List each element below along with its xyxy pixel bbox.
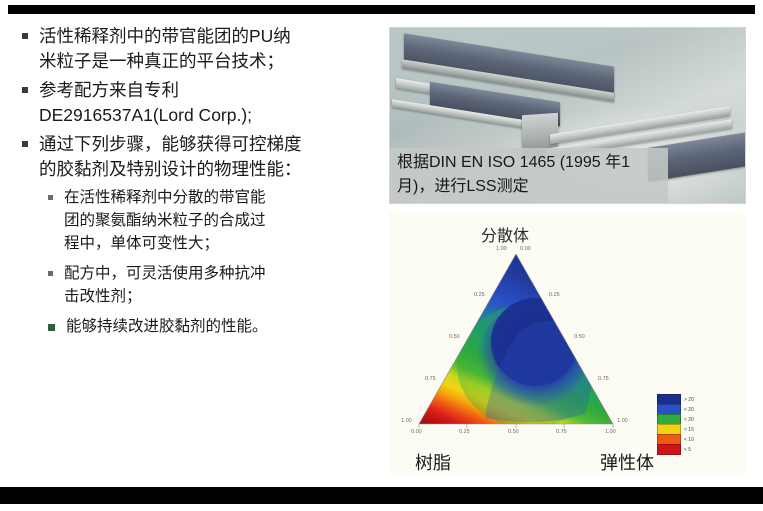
tick-right-3: 1.00 xyxy=(617,418,628,424)
legend-label: < 10 xyxy=(684,436,694,443)
bullet-text: 在活性稀释剂中分散的带官能 团的聚氨酯纳米粒子的合成过 程中，单体可变性大； xyxy=(64,189,266,252)
photo-caption: 根据DIN EN ISO 1465 (1995 年1月)，进行LSS测定 xyxy=(390,148,668,203)
legend-item: < 15 xyxy=(657,424,694,435)
legend-label: < 5 xyxy=(684,446,692,453)
list-item: 在活性稀释剂中分散的带官能 团的聚氨酯纳米粒子的合成过 程中，单体可变性大； xyxy=(48,186,374,255)
ternary-plot: 0.00 0.25 0.50 0.75 1.00 1.00 0.75 0.50 … xyxy=(389,246,649,442)
bullet-list: 活性稀释剂中的带官能团的PU纳 米粒子是一种真正的平台技术； 参考配方来自专利 … xyxy=(14,24,374,424)
legend-item: < 10 xyxy=(657,434,694,445)
tick-apex-left: 1.00 xyxy=(496,246,507,252)
legend-label: < 15 xyxy=(684,426,694,433)
bullet-text: 配方中，可灵活使用多种抗冲 击改性剂； xyxy=(64,265,266,305)
bullet-text: 参考配方来自专利 DE2916537A1(Lord Corp.); xyxy=(39,80,253,125)
legend-item: < 20 xyxy=(657,414,694,425)
legend-label: > 20 xyxy=(684,396,694,403)
list-item: 配方中，可灵活使用多种抗冲 击改性剂； xyxy=(48,262,374,308)
ternary-axis-ticks xyxy=(418,424,614,428)
tick-left-2: 0.50 xyxy=(449,334,460,340)
bottom-black-band xyxy=(0,487,763,504)
axis-label-elastomer: 弹性体 xyxy=(600,453,654,473)
legend-label: < 20 xyxy=(684,416,694,423)
tick-left-1: 0.75 xyxy=(425,376,436,382)
tick-bottom-2: 0.50 xyxy=(508,429,519,435)
ternary-contour-fill xyxy=(419,254,613,424)
legend-item: > 20 xyxy=(657,394,694,405)
tick-right-0: 0.25 xyxy=(549,292,560,298)
bullet-square-icon xyxy=(48,271,53,276)
tick-left-3: 0.25 xyxy=(474,292,485,298)
lap-shear-specimen-photo: 根据DIN EN ISO 1465 (1995 年1月)，进行LSS测定 xyxy=(389,27,746,204)
bullet-square-icon xyxy=(22,141,28,147)
tick-apex-right: 0.00 xyxy=(520,246,531,252)
bullet-text: 活性稀释剂中的带官能团的PU纳 米粒子是一种真正的平台技术； xyxy=(39,26,291,71)
ternary-plot-svg xyxy=(418,253,614,428)
tick-bottom-0: 0.00 xyxy=(411,429,422,435)
tick-right-1: 0.50 xyxy=(574,334,585,340)
bullet-text: 通过下列步骤，能够获得可控梯度 的胶黏剂及特别设计的物理性能： xyxy=(39,134,302,179)
chart-title: 分散体 xyxy=(480,228,529,245)
bullet-square-green-icon xyxy=(48,324,55,331)
tick-bottom-4: 1.00 xyxy=(605,429,616,435)
bullet-square-icon xyxy=(22,87,28,93)
list-item: 能够持续改进胶黏剂的性能。 xyxy=(48,315,374,338)
bullet-square-icon xyxy=(22,33,28,39)
bullet-text: 能够持续改进胶黏剂的性能。 xyxy=(66,318,268,335)
tick-right-2: 0.75 xyxy=(598,376,609,382)
list-item: 参考配方来自专利 DE2916537A1(Lord Corp.); xyxy=(22,78,374,128)
list-item: 活性稀释剂中的带官能团的PU纳 米粒子是一种真正的平台技术； xyxy=(22,24,374,74)
top-black-band xyxy=(8,5,755,14)
chart-legend: > 20 < 20 < 20 < 15 < 10 < 5 xyxy=(655,393,696,457)
ternary-chart-panel: 分散体 xyxy=(389,212,746,474)
tick-bottom-3: 0.75 xyxy=(556,429,567,435)
bullet-square-icon xyxy=(48,195,53,200)
list-item: 通过下列步骤，能够获得可控梯度 的胶黏剂及特别设计的物理性能： xyxy=(22,132,374,182)
legend-item: < 20 xyxy=(657,404,694,415)
axis-label-resin: 树脂 xyxy=(415,453,451,473)
legend-label: < 20 xyxy=(684,406,694,413)
legend-item: < 5 xyxy=(657,444,694,455)
legend-swatch-5 xyxy=(657,444,681,455)
tick-left-0: 1.00 xyxy=(401,418,412,424)
tick-bottom-1: 0.25 xyxy=(459,429,470,435)
